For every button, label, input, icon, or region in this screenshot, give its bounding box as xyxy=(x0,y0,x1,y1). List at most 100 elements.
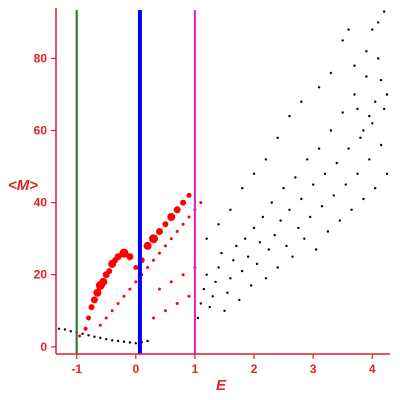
data-point-s1-17 xyxy=(143,241,152,250)
data-point-s0-23 xyxy=(217,266,220,269)
data-point-s0-7 xyxy=(99,336,102,339)
data-point-s0-101 xyxy=(374,100,377,103)
data-point-s0-47 xyxy=(288,208,291,211)
data-point-s0-94 xyxy=(252,172,256,175)
data-point-s0-84 xyxy=(371,28,374,31)
data-point-s1-38 xyxy=(175,230,179,233)
data-point-s0-30 xyxy=(238,298,241,302)
data-point-s0-21 xyxy=(211,295,214,298)
data-point-s0-19 xyxy=(205,273,208,276)
data-point-s0-80 xyxy=(385,172,389,175)
data-point-s0-33 xyxy=(246,255,250,258)
data-point-s0-58 xyxy=(320,205,324,208)
data-point-s1-49 xyxy=(181,273,185,277)
data-point-s0-1 xyxy=(63,328,67,331)
data-point-s0-88 xyxy=(329,71,333,75)
data-point-s0-93 xyxy=(264,158,268,161)
data-point-s1-33 xyxy=(146,266,150,269)
data-point-s0-27 xyxy=(229,277,232,280)
x-axis-title: E xyxy=(216,377,227,394)
data-point-s0-8 xyxy=(105,338,108,341)
y-tick-label-3: 60 xyxy=(34,124,48,138)
data-point-s0-99 xyxy=(385,93,389,96)
data-point-s0-97 xyxy=(217,223,220,226)
data-point-s1-3 xyxy=(88,304,95,311)
data-point-s0-91 xyxy=(288,114,291,118)
data-point-s0-9 xyxy=(111,339,114,342)
data-point-s0-81 xyxy=(341,39,344,42)
data-point-s0-29 xyxy=(235,244,238,248)
data-point-s1-27 xyxy=(110,309,114,313)
data-point-s1-28 xyxy=(116,302,120,305)
data-point-s0-45 xyxy=(282,187,285,190)
data-point-s0-56 xyxy=(314,248,318,251)
data-point-s0-16 xyxy=(196,316,200,320)
data-point-s1-48 xyxy=(169,280,173,284)
data-point-s1-35 xyxy=(158,251,161,255)
data-point-s0-24 xyxy=(220,251,223,255)
data-point-s0-87 xyxy=(347,28,350,31)
data-point-s0-104 xyxy=(356,107,359,111)
data-point-s0-62 xyxy=(332,194,335,197)
data-point-s1-29 xyxy=(122,294,126,298)
data-point-s0-20 xyxy=(208,305,211,309)
y-tick-label-0: 0 xyxy=(40,340,47,354)
data-point-s0-71 xyxy=(359,136,362,139)
data-point-s0-68 xyxy=(350,208,353,211)
data-point-s0-11 xyxy=(122,340,126,343)
data-point-s0-75 xyxy=(371,122,374,125)
data-point-s0-73 xyxy=(365,75,368,78)
data-point-s0-103 xyxy=(362,129,365,132)
data-point-s0-13 xyxy=(134,342,137,345)
data-point-s0-83 xyxy=(365,50,368,53)
data-point-s1-20 xyxy=(162,221,169,228)
data-point-s0-37 xyxy=(258,241,262,244)
data-point-s0-64 xyxy=(338,219,341,222)
data-point-s0-63 xyxy=(335,161,338,165)
data-point-s0-49 xyxy=(294,176,297,179)
data-point-s0-12 xyxy=(128,341,132,344)
data-point-s1-43 xyxy=(152,316,155,320)
data-point-s1-36 xyxy=(163,244,167,248)
data-point-s0-82 xyxy=(353,64,356,67)
data-point-s0-102 xyxy=(368,114,371,118)
data-point-s0-26 xyxy=(226,291,229,294)
y-tick-label-2: 40 xyxy=(34,196,48,210)
data-point-s0-90 xyxy=(300,100,303,103)
data-point-s0-50 xyxy=(297,226,300,230)
data-point-s1-5 xyxy=(93,288,102,297)
data-point-s0-95 xyxy=(241,187,244,190)
data-point-s0-43 xyxy=(276,266,279,269)
data-point-s1-2 xyxy=(86,315,91,321)
data-point-s1-1 xyxy=(83,326,88,331)
data-point-s0-18 xyxy=(202,287,205,291)
data-point-s0-48 xyxy=(291,255,294,258)
data-point-s1-30 xyxy=(128,287,132,291)
data-point-s0-39 xyxy=(264,277,268,280)
data-point-s1-23 xyxy=(180,199,187,206)
data-point-s0-74 xyxy=(368,158,371,161)
data-point-s1-46 xyxy=(187,294,191,298)
data-point-s1-24 xyxy=(186,192,192,198)
data-point-s1-0 xyxy=(78,334,82,338)
data-point-s0-72 xyxy=(362,197,365,201)
data-point-s0-55 xyxy=(312,183,315,186)
marks-layer xyxy=(57,10,389,345)
data-point-s0-22 xyxy=(214,280,217,284)
data-point-s1-9 xyxy=(106,268,113,275)
data-point-s0-34 xyxy=(249,284,253,287)
data-point-s1-45 xyxy=(175,302,179,305)
data-point-s0-15 xyxy=(146,339,149,343)
data-point-s0-85 xyxy=(377,21,380,24)
data-point-s1-26 xyxy=(104,316,108,320)
data-point-s1-34 xyxy=(152,258,155,262)
x-tick-label-1: 0 xyxy=(132,362,139,376)
data-point-s0-100 xyxy=(379,78,383,82)
data-point-s0-79 xyxy=(382,107,386,111)
x-tick-label-5: 4 xyxy=(369,362,376,376)
data-point-s0-6 xyxy=(93,335,96,338)
data-point-s0-67 xyxy=(347,147,350,150)
data-point-s0-57 xyxy=(317,147,321,150)
data-point-s0-76 xyxy=(374,187,377,190)
